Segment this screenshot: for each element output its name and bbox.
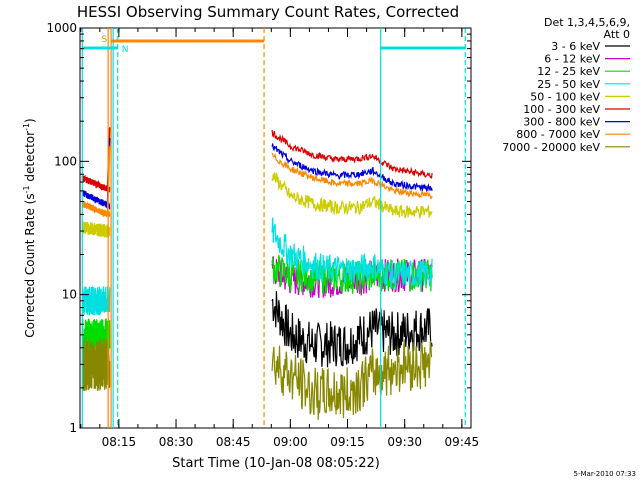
x-tick-label: 09:45 [445, 435, 480, 449]
legend-label: 300 - 800 keV [523, 116, 600, 129]
legend-label: 25 - 50 keV [537, 78, 600, 91]
night-label: N [122, 45, 129, 55]
series-trace [271, 291, 433, 368]
x-tick-label: 08:30 [159, 435, 194, 449]
series-6 [81, 143, 433, 211]
y-tick-label: 10 [62, 288, 77, 302]
series-trace [271, 217, 433, 289]
series-trace [271, 130, 433, 179]
series-trace [271, 339, 433, 420]
x-tick-label: 08:45 [216, 435, 251, 449]
orbit-marker-layer: SN [81, 28, 466, 428]
series-7 [81, 152, 433, 218]
legend-label: 6 - 12 keV [544, 53, 600, 66]
x-tick-label: 09:00 [273, 435, 308, 449]
series-trace [271, 255, 433, 294]
series-trace [81, 174, 111, 193]
series-8 [81, 337, 433, 420]
series-trace [81, 188, 111, 211]
y-axis-title-end: ) [23, 118, 37, 123]
saa-label: S [101, 35, 107, 45]
series-4 [81, 172, 433, 238]
axis-tick-layer: 1 10 100 1000 08:15 08:30 08:45 09:00 09:15 09:30… [46, 21, 479, 449]
series-layer [81, 127, 433, 420]
legend-label: 800 - 7000 keV [516, 128, 600, 141]
y-axis-title-main: Corrected Count Rate (s [23, 193, 37, 337]
x-axis-title: Start Time (10-Jan-08 08:05:22) [172, 456, 380, 471]
series-3 [81, 217, 433, 316]
series-trace [81, 221, 111, 238]
series-trace [81, 201, 111, 218]
series-trace [271, 172, 433, 220]
x-tick-label: 09:30 [387, 435, 422, 449]
x-tick-label: 09:15 [330, 435, 365, 449]
series-5 [81, 130, 433, 193]
y-axis-title-mid: detector [23, 131, 37, 186]
legend-header-line1: Det 1,3,4,5,6,9, [544, 16, 630, 29]
legend-header-line2: Att 0 [604, 28, 630, 41]
y-axis-title: Corrected Count Rate (s-1 detector-1) [22, 118, 37, 337]
generation-timestamp: 5-Mar-2010 07:33 [574, 470, 636, 478]
series-trace [81, 337, 111, 391]
y-tick-label: 100 [54, 154, 77, 168]
series-0 [271, 291, 433, 368]
legend-label: 100 - 300 keV [523, 103, 600, 116]
series-trace [271, 152, 433, 200]
series-trace [271, 143, 433, 193]
legend-label: 3 - 6 keV [551, 40, 600, 53]
legend-label: 7000 - 20000 keV [502, 141, 600, 154]
legend-label: 50 - 100 keV [530, 90, 600, 103]
chart-title: HESSI Observing Summary Count Rates, Cor… [77, 3, 459, 21]
y-tick-label: 1 [69, 421, 77, 435]
series-trace [81, 286, 111, 316]
legend-label: 12 - 25 keV [537, 65, 600, 78]
y-tick-label: 1000 [46, 21, 77, 35]
plot-frame [79, 27, 472, 429]
y-axis-title-sup1: -1 [22, 185, 31, 193]
y-axis-title-sup2: -1 [22, 123, 31, 131]
x-tick-label: 08:15 [102, 435, 137, 449]
